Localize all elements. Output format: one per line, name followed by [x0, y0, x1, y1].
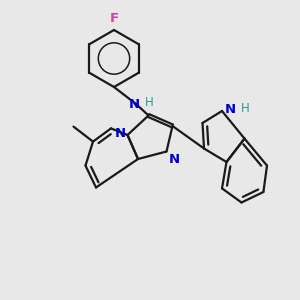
Text: F: F	[110, 13, 118, 26]
Text: N: N	[168, 153, 179, 166]
Text: H: H	[145, 95, 154, 109]
Text: N: N	[224, 103, 236, 116]
Text: N: N	[115, 127, 126, 140]
Text: N: N	[128, 98, 140, 111]
Text: H: H	[241, 101, 249, 115]
